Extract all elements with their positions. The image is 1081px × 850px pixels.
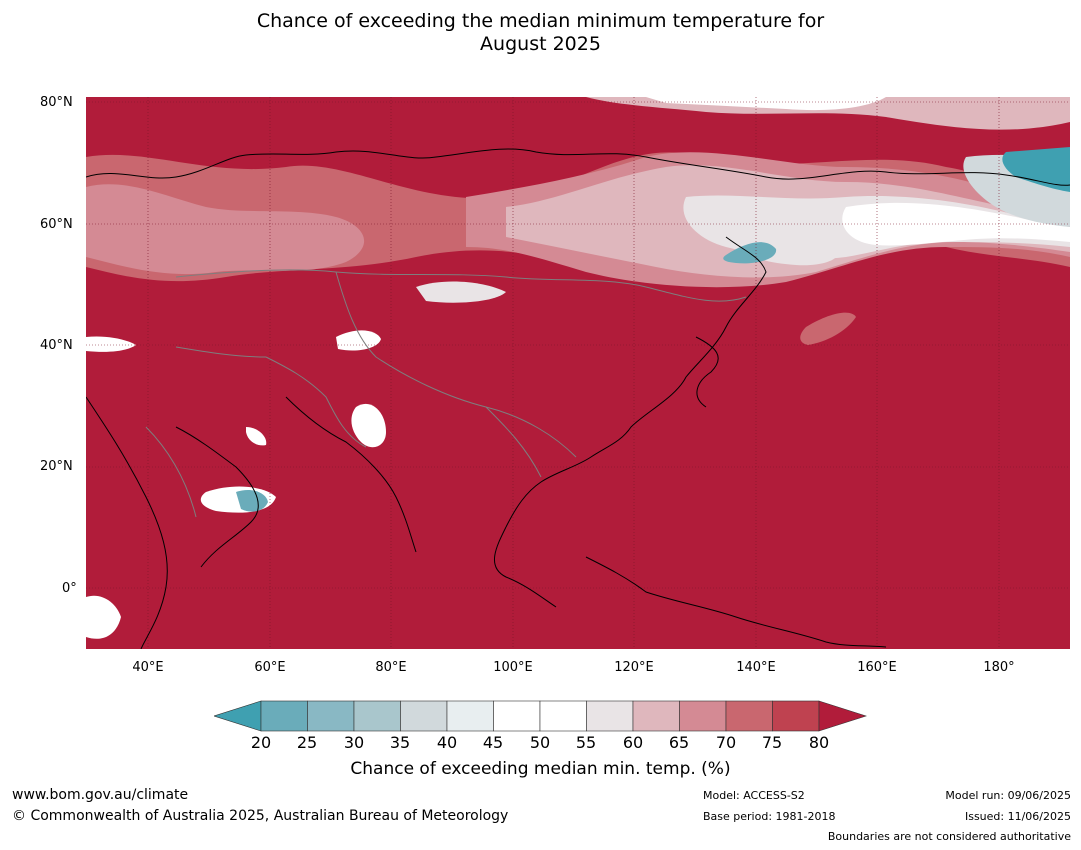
lat-label-40n: 40°N [40,338,73,353]
colorbar-tick-40: 40 [436,733,458,752]
lat-label-0: 0° [62,581,77,596]
model-run-text: Model run: 09/06/2025 [945,789,1071,802]
pamir-white [336,330,381,351]
colorbar-tick-60: 60 [622,733,644,752]
base-period-text: Base period: 1981-2018 [703,810,836,823]
lon-label-140e: 140°E [736,660,776,675]
colorbar-tick-80: 80 [808,733,830,752]
lat-label-60n: 60°N [40,217,73,232]
lon-label-80e: 80°E [375,660,407,675]
arctic-top-white [646,97,886,111]
arctic-top-60 [586,97,1070,130]
colorbar-band-75-80 [772,700,820,732]
colorbar-arrow-high [818,700,867,732]
colorbar-band-70-75 [725,700,773,732]
colorbar-arrow-low [214,700,262,732]
probability-map [86,97,1070,649]
arabian-sea-25 [236,490,268,512]
colorbar-band-40-45 [446,700,494,732]
pacific-patch-70 [800,312,856,345]
copyright-text: © Commonwealth of Australia 2025, Austra… [12,808,509,824]
lon-label-40e: 40°E [132,660,164,675]
lat-label-80n: 80°N [40,95,73,110]
east-africa-white [86,595,121,639]
okhotsk-55 [753,236,839,266]
colorbar-tick-35: 35 [389,733,411,752]
colorbar-tick-65: 65 [668,733,690,752]
caspian-white [86,336,136,352]
colorbar-tick-45: 45 [482,733,504,752]
title-line-2: August 2025 [480,33,601,55]
colorbar-band-65-70 [679,700,727,732]
tibet-white [351,403,386,448]
colorbar-band-20-25 [260,700,308,732]
colorbar-tick-30: 30 [343,733,365,752]
map-svg [86,97,1070,649]
colorbar-band-25-30 [307,700,355,732]
boundaries [145,269,747,518]
lon-label-180: 180° [983,660,1015,675]
lon-label-100e: 100°E [493,660,533,675]
colorbar-tick-70: 70 [715,733,737,752]
colorbar-tick-20: 20 [250,733,272,752]
graticule [86,97,1070,649]
colorbar-tick-75: 75 [761,733,783,752]
colorbar-label: Chance of exceeding median min. temp. (%… [350,759,731,779]
colorbar-tick-50: 50 [529,733,551,752]
colorbar-band-60-65 [632,700,680,732]
colorbar-tick-25: 25 [296,733,318,752]
persian-gulf-white [246,427,267,446]
chukotka-20 [1002,147,1070,192]
colorbar-band-55-60 [586,700,634,732]
west-band-65 [86,184,365,275]
colorbar-band-30-35 [353,700,401,732]
colorbar-band-45-50 [493,700,541,732]
altai-white [416,281,506,303]
lat-label-20n: 20°N [40,459,73,474]
coastlines [86,148,1070,649]
issued-text: Issued: 11/06/2025 [964,810,1071,823]
title-line-1: Chance of exceeding the median minimum t… [256,10,825,32]
lon-label-60e: 60°E [254,660,286,675]
colorbar-band-35-40 [400,700,448,732]
model-text: Model: ACCESS-S2 [703,789,805,802]
disclaimer-text: Boundaries are not considered authoritat… [827,830,1071,843]
colorbar-band-50-55 [539,700,587,732]
lon-label-120e: 120°E [614,660,654,675]
lon-label-160e: 160°E [857,660,897,675]
website-link[interactable]: www.bom.gov.au/climate [12,787,189,803]
colorbar [214,700,867,732]
colorbar-tick-55: 55 [575,733,597,752]
map-title: Chance of exceeding the median minimum t… [0,10,1081,56]
